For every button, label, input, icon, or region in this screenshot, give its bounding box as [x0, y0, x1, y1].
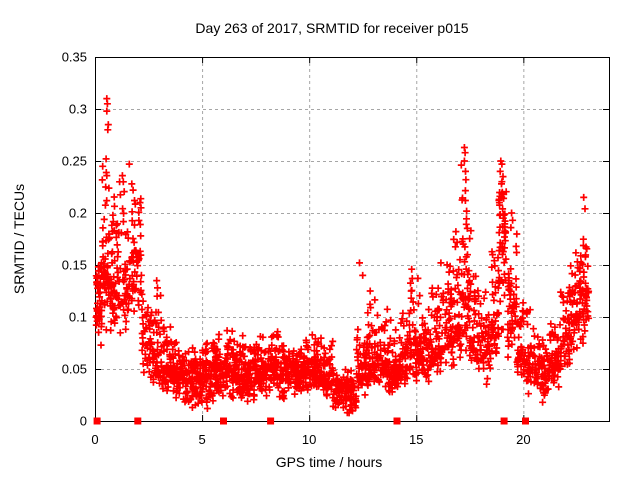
svg-text:10: 10: [302, 432, 316, 447]
svg-text:0: 0: [80, 414, 87, 429]
x-tick-labels: 0 5 10 15 20: [91, 432, 530, 447]
x-axis-label: GPS time / hours: [275, 454, 383, 470]
chart-title: Day 263 of 2017, SRMTID for receiver p01…: [195, 20, 469, 36]
flagged-epoch-markers: [93, 417, 529, 425]
scatter-points: [92, 95, 593, 417]
svg-text:20: 20: [516, 432, 530, 447]
svg-text:0: 0: [91, 432, 98, 447]
svg-text:5: 5: [198, 432, 205, 447]
svg-text:0.3: 0.3: [69, 102, 87, 117]
svg-text:0.25: 0.25: [62, 154, 87, 169]
y-tick-labels: 0 0.05 0.1 0.15 0.2 0.25 0.3 0.35: [62, 50, 87, 429]
svg-text:15: 15: [409, 432, 423, 447]
plot-border: [95, 57, 610, 422]
svg-text:0.15: 0.15: [62, 258, 87, 273]
svg-text:0.35: 0.35: [62, 50, 87, 65]
svg-text:0.1: 0.1: [69, 310, 87, 325]
svg-text:0.05: 0.05: [62, 362, 87, 377]
svg-text:0.2: 0.2: [69, 206, 87, 221]
